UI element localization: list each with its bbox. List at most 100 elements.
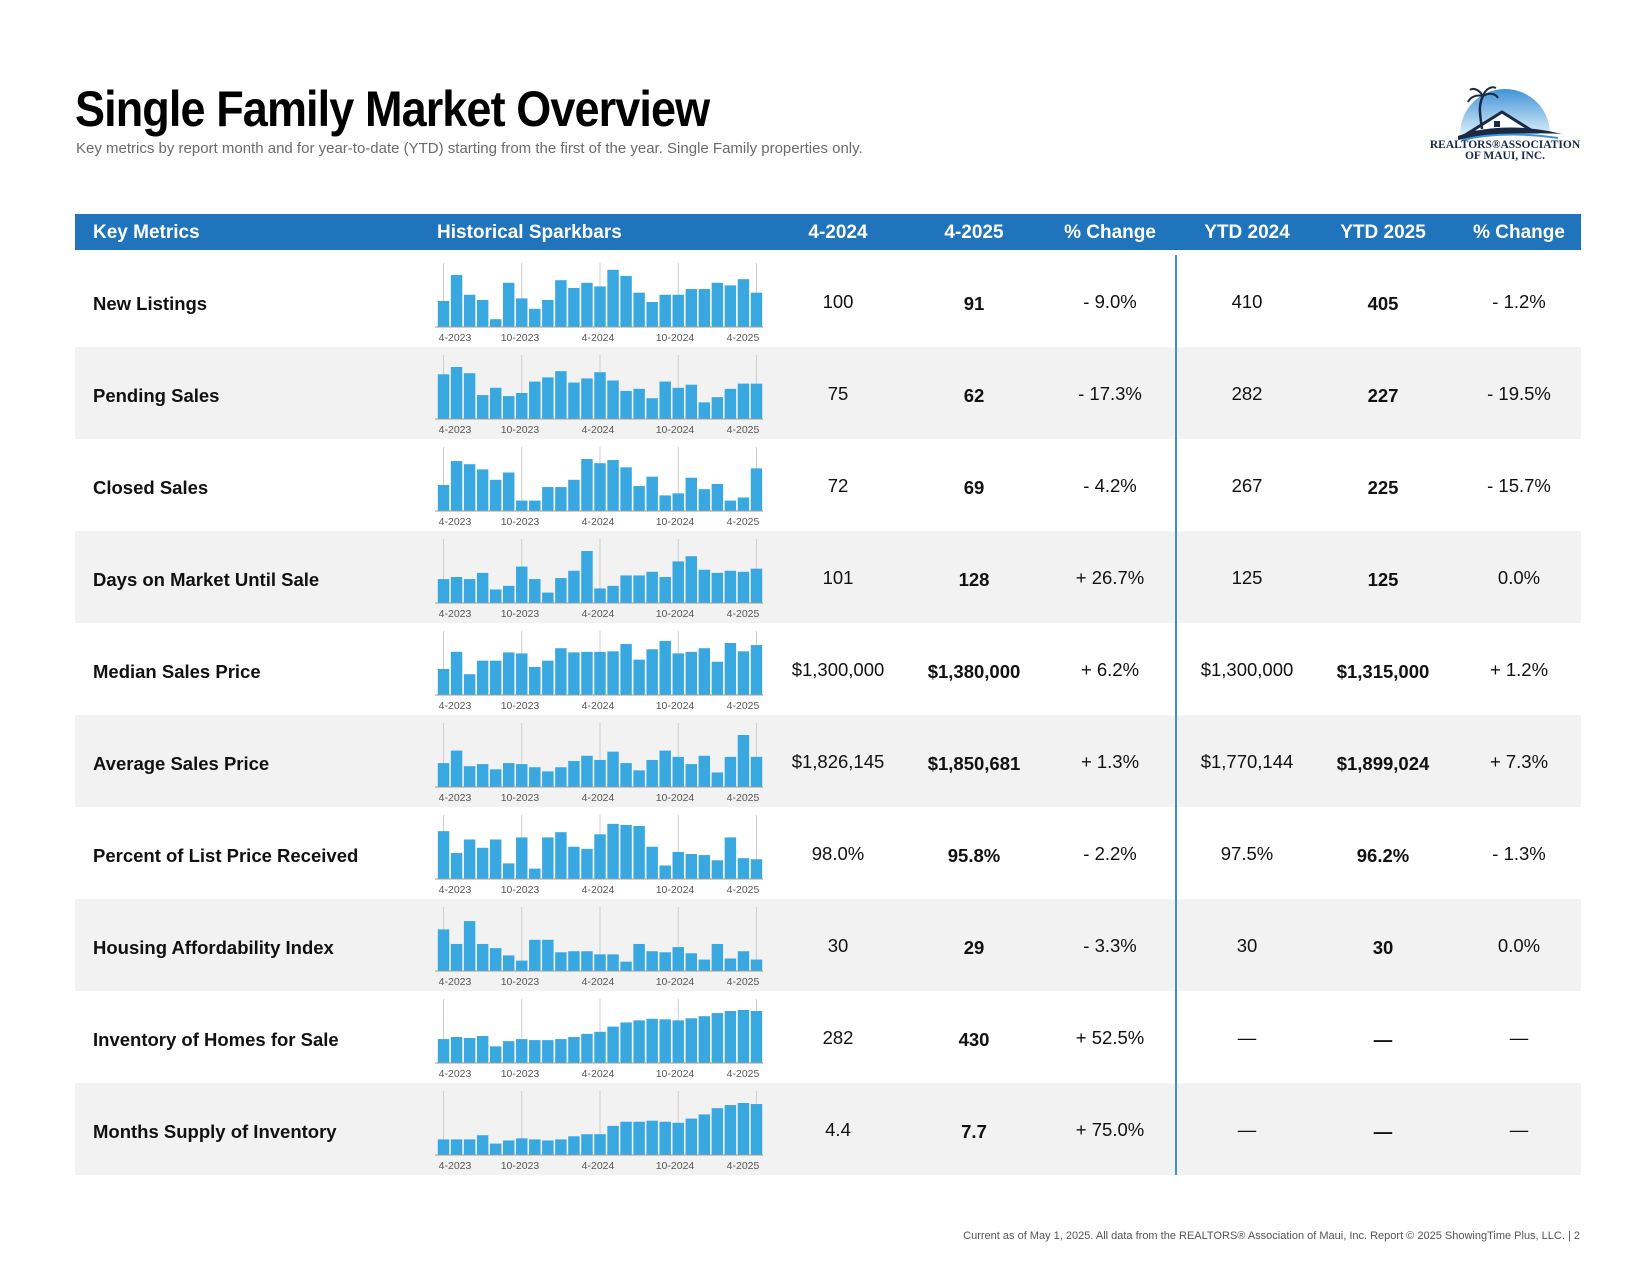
sparkbar-chart: 4-2023 10-2023 4-2024 10-2024 4-2025 [435,631,763,712]
sparkbar [633,486,645,511]
sparkbar [724,500,737,511]
sparkbar [750,645,763,695]
sparkbar [529,1040,541,1063]
sparkbar [529,939,541,971]
sparkbar-axis-label: 4-2024 [582,792,615,804]
sparkbar-axis-label: 4-2023 [439,608,472,620]
metric-name: Median Sales Price [93,661,261,682]
sparkbar [489,319,502,327]
sparkbar [594,372,606,419]
sparkbar [594,759,606,787]
sparkbar [737,858,750,879]
month-2025-value: 430 [958,1029,990,1050]
sparkbar [659,381,671,419]
sparkbar [724,756,737,787]
sparkbar [620,824,632,879]
sparkbar [750,468,763,511]
sparkbar [555,487,567,511]
sparkbar [489,1143,502,1155]
sparkbar [516,764,528,787]
header-month-2025: 4-2025 [944,222,1004,243]
sparkbar [737,571,750,603]
sparkbar [529,500,541,511]
table-row: Median Sales Price 4-2023 10-2023 4-2024 10-… [75,623,1581,715]
sparkbar [503,1041,515,1063]
sparkbar [685,651,697,695]
sparkbar [724,958,737,971]
sparkbar [489,387,502,419]
sparkbar [568,951,580,971]
sparkbar [711,1108,724,1155]
sparkbar [489,948,502,971]
ytd-change-value: + 7.3% [1489,751,1549,772]
month-2024-value: 75 [827,383,849,404]
sparkbar-axis-label: 4-2024 [582,700,615,712]
sparkbar [646,951,658,971]
sparkbar [633,388,645,419]
sparkbar [450,367,463,419]
sparkbar [633,825,645,879]
metric-name: Housing Affordability Index [93,937,334,958]
sparkbar [581,282,593,327]
sparkbar [503,396,515,419]
ytd-2024-value: 30 [1236,935,1258,956]
sparkbar [503,763,515,787]
header-month-change: % Change [1064,222,1156,243]
sparkbar [737,497,750,511]
month-2025-value: $1,380,000 [927,661,1021,682]
sparkbar [463,674,476,695]
sparkbar [503,652,515,695]
sparkbar-axis-label: 4-2025 [727,884,760,896]
sparkbar [516,1138,528,1155]
sparkbar [672,947,684,971]
table-row: Months Supply of Inventory 4-2023 10-2023 4… [75,1083,1581,1175]
metric-name: New Listings [93,293,208,314]
sparkbar [476,572,489,603]
month-2024-value: 101 [822,567,854,588]
sparkbar [529,308,541,327]
sparkbar [685,1018,697,1063]
month-change-value: - 4.2% [1083,475,1137,496]
sparkbar [437,929,450,971]
ytd-2024-value: 410 [1231,291,1263,312]
sparkbar [659,750,671,787]
month-2025-value: $1,850,681 [927,753,1021,774]
sparkbar-chart: 4-2023 10-2023 4-2024 10-2024 4-2025 [435,263,763,344]
sparkbar [594,463,606,511]
sparkbar [607,823,619,879]
sparkbar [516,1039,528,1063]
month-change-value: - 9.0% [1083,291,1137,312]
ytd-2024-value: 267 [1231,475,1263,496]
table-row: Percent of List Price Received 4-2023 10-2… [75,807,1581,899]
sparkbar [646,398,658,419]
sparkbar [711,860,724,879]
month-2025-value: 95.8% [947,845,1001,866]
sparkbar [672,561,684,603]
sparkbar-axis-label: 4-2025 [727,976,760,988]
sparkbar [542,837,554,879]
sparkbar [685,477,697,511]
month-change-value: + 26.7% [1075,567,1145,588]
ytd-2024-value: 97.5% [1220,843,1274,864]
month-2024-value: 282 [822,1027,854,1048]
sparkbar [516,298,528,327]
month-change-value: + 6.2% [1080,659,1140,680]
sparkbar [437,831,450,879]
sparkbar [476,764,489,787]
sparkbar-axis-label: 4-2023 [439,1068,472,1080]
sparkbar [646,1120,658,1155]
sparkbar [711,282,724,327]
sparkbar [555,952,567,971]
sparkbar [568,1037,580,1063]
sparkbar [542,299,554,327]
sparkbar [698,289,711,327]
sparkbar [503,585,515,603]
ytd-divider [1175,255,1177,1175]
sparkbar [698,959,711,971]
sparkbar-axis-label: 10-2023 [501,1068,540,1080]
sparkbar [463,464,476,511]
sparkbar [737,1009,750,1063]
sparkbar [737,651,750,695]
sparkbar [463,1139,476,1155]
ytd-change-value: - 1.3% [1492,843,1546,864]
